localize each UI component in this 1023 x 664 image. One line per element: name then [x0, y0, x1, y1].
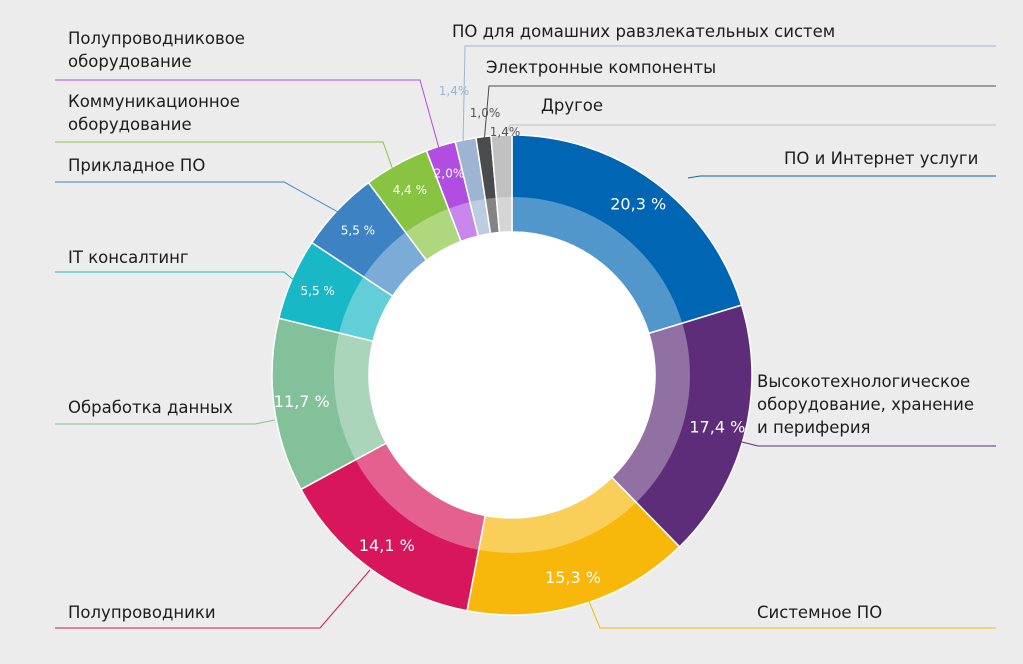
slice-value-label: 1,4%: [490, 125, 521, 139]
label-applied-software: Прикладное ПО: [68, 156, 206, 175]
slice-value-label: 20,3 %: [610, 195, 666, 214]
leader-line: [55, 419, 276, 425]
slice-value-label: 17,4 %: [689, 418, 745, 437]
leader-line: [733, 439, 996, 447]
label-other: Другое: [541, 96, 604, 115]
leader-line: [462, 45, 996, 147]
slice-value-label: 11,7 %: [274, 392, 330, 411]
leader-line: [502, 124, 996, 142]
label-hitech-hardware: Высокотехнологическое оборудование, хран…: [757, 372, 975, 437]
leader-line: [55, 569, 371, 629]
slice-value-label: 1,4%: [439, 84, 470, 98]
label-software-internet: ПО и Интернет услуги: [784, 149, 979, 168]
slice-value-label: 1,0%: [470, 106, 501, 120]
slice-value-label: 2,0%: [434, 167, 465, 181]
label-it-consulting: IT консалтинг: [68, 248, 189, 267]
slice-value-label: 4,4 %: [393, 183, 427, 197]
slice-value-label: 15,3 %: [545, 568, 601, 587]
label-semiconductors: Полупроводники: [68, 603, 216, 622]
inner-band: [334, 197, 690, 553]
slice-value-label: 14,1 %: [359, 536, 415, 555]
label-home-entertainment-software: ПО для домашних равзлекательных систем: [452, 22, 836, 41]
donut-hole: [369, 232, 655, 518]
leader-line: [55, 141, 395, 174]
label-electronic-components: Электронные компоненты: [486, 58, 717, 77]
leader-line: [483, 85, 996, 144]
leader-line: [55, 79, 441, 153]
label-data-processing: Обработка данных: [68, 398, 233, 417]
label-communication-equipment: Коммуникационное оборудование: [68, 92, 240, 134]
slice-value-label: 5,5 %: [301, 284, 335, 298]
label-system-software: Системное ПО: [757, 603, 883, 622]
leader-line: [55, 181, 339, 213]
leader-line: [55, 271, 297, 283]
leader-line: [575, 569, 996, 629]
label-semiconductor-equipment: Полупроводниковое оборудование: [68, 29, 245, 71]
slice-value-label: 5,5 %: [341, 223, 375, 237]
leader-line: [687, 175, 996, 179]
